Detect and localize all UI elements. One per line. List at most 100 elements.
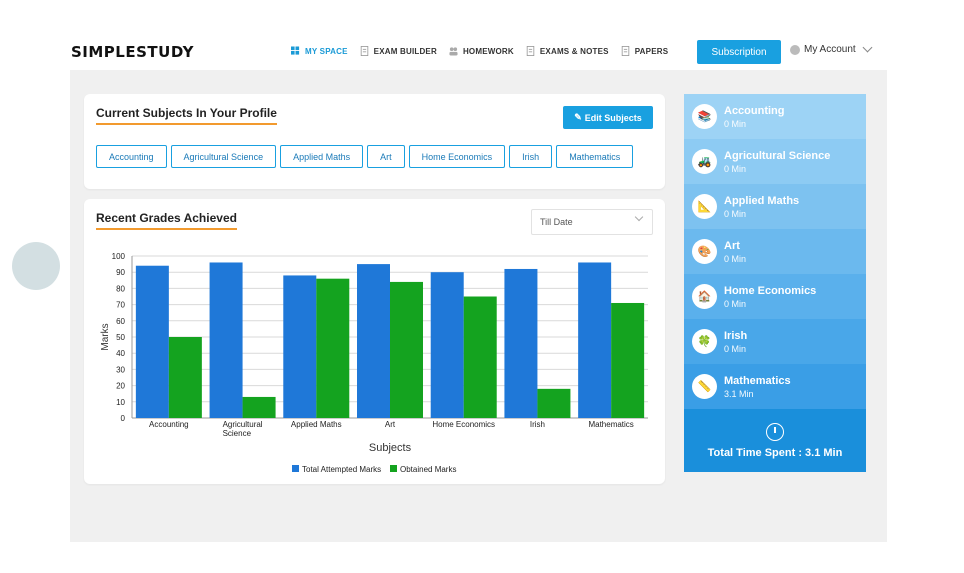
- bar-attempted: [209, 262, 243, 418]
- y-tick-label: 30: [116, 365, 125, 374]
- date-filter-select[interactable]: Till Date: [531, 209, 653, 235]
- bar-attempted: [357, 264, 390, 418]
- legend-swatch: [292, 465, 299, 472]
- time-spent-text: Art 0 Min: [724, 240, 746, 264]
- x-axis-title: Subjects: [369, 442, 412, 454]
- nav-label: HOMEWORK: [462, 46, 514, 56]
- leprechaun-icon: 🍀: [692, 329, 717, 354]
- subject-time: 3.1 Min: [724, 388, 754, 399]
- profile-card-title: Current Subjects In Your Profile: [96, 106, 277, 125]
- subject-time: 0 Min: [724, 343, 747, 354]
- account-label: My Account: [804, 44, 856, 55]
- time-spent-item[interactable]: 📚 Accounting 0 Min: [684, 94, 866, 139]
- time-spent-text: Applied Maths 0 Min: [724, 195, 799, 219]
- bar-obtained: [242, 396, 276, 418]
- logo[interactable]: SIMPLESTUDY: [71, 43, 195, 61]
- y-tick-label: 90: [116, 268, 125, 277]
- subject-name: Applied Maths: [724, 194, 800, 207]
- subject-time: 0 Min: [724, 298, 747, 309]
- subject-name: Mathematics: [724, 374, 791, 387]
- y-tick-label: 50: [116, 333, 125, 342]
- users-icon: [449, 47, 458, 56]
- y-tick-label: 70: [116, 301, 125, 310]
- y-tick-label: 0: [121, 414, 126, 423]
- time-spent-item[interactable]: 🚜 Agricultural Science 0 Min: [684, 139, 866, 184]
- x-tick-label: Science: [223, 429, 252, 438]
- document-icon: [621, 46, 629, 56]
- time-spent-text: Home Economics 0 Min: [724, 285, 816, 309]
- subject-name: Accounting: [724, 104, 785, 117]
- tractor-icon: 🚜: [692, 149, 717, 174]
- edit-icon: ✎: [574, 112, 582, 122]
- bar-obtained: [316, 278, 350, 418]
- x-tick-label: Home Economics: [432, 420, 495, 429]
- edit-subjects-button[interactable]: ✎ Edit Subjects: [563, 106, 653, 129]
- bar-obtained: [537, 388, 571, 418]
- nav-label: MY SPACE: [305, 46, 348, 56]
- subject-chip[interactable]: Accounting: [96, 145, 167, 168]
- subject-name: Home Economics: [724, 284, 817, 297]
- legend-label: Total Attempted Marks: [302, 465, 381, 474]
- x-tick-label: Applied Maths: [291, 420, 342, 429]
- time-spent-panel: 📚 Accounting 0 Min 🚜 Agricultural Science 0 M…: [684, 94, 866, 472]
- y-axis-title: Marks: [100, 323, 111, 350]
- time-spent-item[interactable]: 📏 Mathematics 3.1 Min: [684, 364, 866, 409]
- house-icon: 🏠: [692, 284, 717, 309]
- bar-obtained: [463, 296, 497, 418]
- ruler-icon: 📐: [692, 194, 717, 219]
- subject-chip[interactable]: Art: [367, 145, 405, 168]
- subject-chip[interactable]: Home Economics: [408, 145, 506, 168]
- legend-label: Obtained Marks: [400, 465, 456, 474]
- user-icon: [790, 44, 800, 55]
- time-spent-item[interactable]: 🎨 Art 0 Min: [684, 229, 866, 274]
- x-tick-label: Mathematics: [588, 420, 633, 429]
- nav-exams-notes[interactable]: EXAMS & NOTES: [526, 46, 609, 56]
- bar-obtained: [390, 281, 423, 418]
- subject-name: Agricultural Science: [724, 149, 831, 162]
- grades-card: Recent Grades Achieved Till Date 0 10 20 30…: [84, 199, 665, 484]
- x-tick-label: Accounting: [149, 420, 189, 429]
- document-icon: [360, 46, 368, 56]
- chevron-down-icon: [862, 42, 873, 53]
- subscription-button[interactable]: Subscription: [697, 40, 781, 64]
- bar-obtained: [168, 337, 202, 418]
- time-spent-item[interactable]: 🏠 Home Economics 0 Min: [684, 274, 866, 319]
- bar-obtained: [611, 302, 645, 418]
- y-tick-label: 20: [116, 382, 125, 391]
- nav-label: EXAMS & NOTES: [539, 46, 609, 56]
- decorative-circle: [12, 242, 60, 290]
- y-tick-label: 80: [116, 284, 125, 293]
- total-time-block: Total Time Spent : 3.1 Min: [684, 409, 866, 472]
- subject-time: 0 Min: [724, 163, 747, 174]
- grades-chart: 0 10 20 30 40 50 60 70 80 90 100 Accounting Agricult…: [100, 252, 648, 474]
- subject-chips: Accounting Agricultural Science Applied …: [96, 145, 634, 168]
- y-tick-label: 40: [116, 349, 125, 358]
- edit-subjects-label: Edit Subjects: [584, 112, 642, 123]
- bar-attempted: [430, 272, 464, 418]
- date-filter-value: Till Date: [540, 217, 573, 227]
- x-tick-label: Art: [385, 420, 396, 429]
- y-tick-label: 10: [116, 398, 125, 407]
- time-spent-item[interactable]: 📐 Applied Maths 0 Min: [684, 184, 866, 229]
- subject-chip[interactable]: Irish: [509, 145, 553, 168]
- nav-my-space[interactable]: MY SPACE: [291, 46, 348, 56]
- bar-attempted: [578, 262, 612, 418]
- total-time-label: Total Time Spent : 3.1 Min: [707, 446, 843, 459]
- nav-homework[interactable]: HOMEWORK: [449, 46, 514, 56]
- stopwatch-icon: [766, 422, 784, 441]
- bar-attempted: [504, 268, 538, 418]
- x-tick-label: Irish: [530, 420, 545, 429]
- time-spent-item[interactable]: 🍀 Irish 0 Min: [684, 319, 866, 364]
- nav-label: EXAM BUILDER: [373, 46, 437, 56]
- account-menu[interactable]: My Account: [790, 42, 873, 55]
- x-tick-label: Agricultural: [223, 420, 263, 429]
- profile-subjects-card: Current Subjects In Your Profile ✎ Edit …: [84, 94, 665, 189]
- nav-exam-builder[interactable]: EXAM BUILDER: [360, 46, 437, 56]
- subject-time: 0 Min: [724, 208, 747, 219]
- subject-chip[interactable]: Applied Maths: [280, 145, 364, 168]
- subject-chip[interactable]: Agricultural Science: [170, 145, 277, 168]
- palette-icon: 🎨: [692, 239, 717, 264]
- subject-chip[interactable]: Mathematics: [556, 145, 634, 168]
- nav-papers[interactable]: PAPERS: [621, 46, 669, 56]
